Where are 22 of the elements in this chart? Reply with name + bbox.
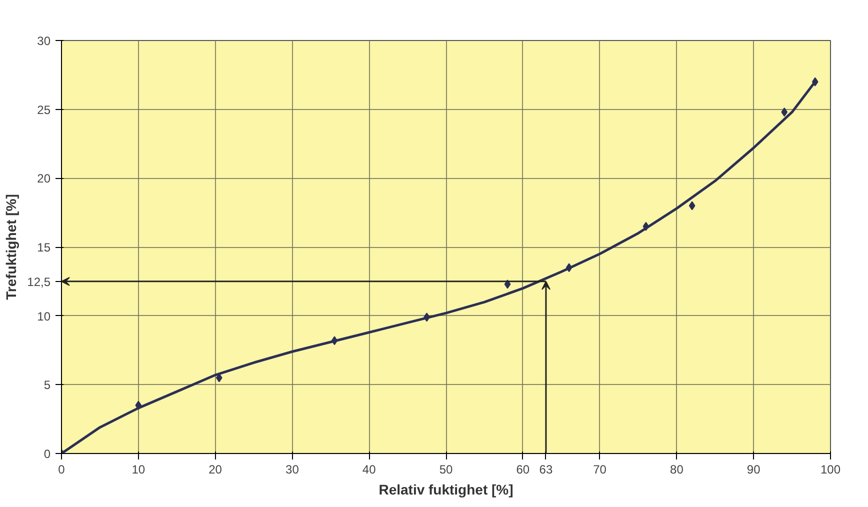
y-tick-label: 10 (37, 309, 51, 324)
y-tick-label: 12,5 (27, 274, 51, 289)
x-tick-label: 50 (439, 462, 453, 476)
y-tick-label: 5 (44, 378, 51, 392)
x-tick-label: 70 (593, 462, 607, 476)
y-tick-label: 0 (44, 447, 51, 461)
x-tick-label: 90 (746, 462, 761, 476)
y-axis-title: Trefuktighet [%] (3, 194, 20, 300)
x-tick-label: 80 (670, 462, 684, 476)
y-tick-label: 15 (37, 240, 51, 254)
x-tick-label: 40 (362, 462, 376, 476)
x-tick-label: 100 (820, 462, 841, 476)
x-tick-label: 60 (516, 462, 530, 476)
x-tick-label: 0 (58, 462, 66, 476)
x-tick-label: 30 (286, 462, 300, 476)
y-tick-label: 25 (37, 102, 51, 117)
x-tick-label: 10 (132, 462, 146, 476)
x-tick-label: 63 (539, 462, 553, 476)
x-axis-title: Relativ fuktighet [%] (378, 482, 514, 498)
x-tick-label: 20 (208, 462, 222, 476)
y-tick-label: 20 (37, 172, 51, 186)
y-tick-label: 30 (37, 34, 51, 48)
